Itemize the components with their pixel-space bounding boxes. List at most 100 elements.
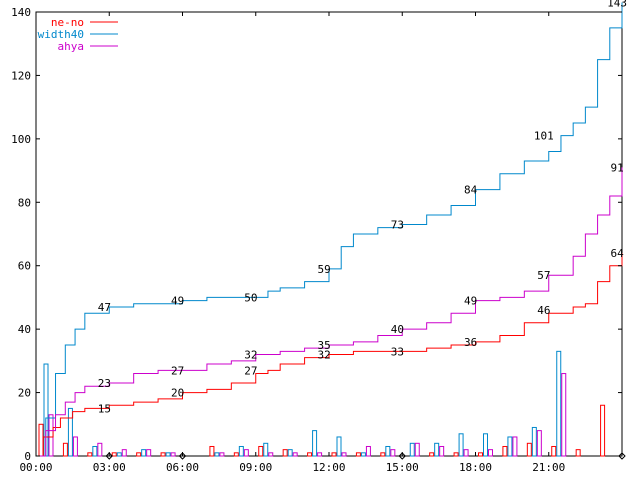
bar-ahya xyxy=(48,414,54,457)
bar-ne-no xyxy=(160,452,166,457)
y-tick-label: 20 xyxy=(18,387,31,400)
bar-width40 xyxy=(214,452,220,457)
zero-marker xyxy=(618,452,626,460)
bar-ne-no xyxy=(62,442,68,457)
bar-ne-no xyxy=(575,449,581,457)
data-label-ahya: 57 xyxy=(537,269,550,282)
x-tick-label: 06:00 xyxy=(166,461,199,474)
data-label-ne-no: 46 xyxy=(537,304,550,317)
bar-ahya xyxy=(463,449,469,457)
bar-ne-no xyxy=(551,445,557,457)
data-label-ahya: 23 xyxy=(98,377,111,390)
axis-layer: 0 20 40 60 80 100 120 140 00:00 03:00 06:00 09:00 12… xyxy=(11,6,626,474)
bar-ahya xyxy=(243,449,249,457)
data-label-ahya: 35 xyxy=(317,339,330,352)
bar-width40 xyxy=(67,407,73,457)
bar-ahya xyxy=(561,373,567,457)
data-label-width40: 73 xyxy=(391,218,404,231)
bar-width40 xyxy=(556,350,562,457)
y-tick-label: 80 xyxy=(18,196,31,209)
bar-ahya xyxy=(146,449,152,457)
data-label-ne-no: 27 xyxy=(244,364,257,377)
data-label-width40: 49 xyxy=(171,295,184,308)
data-label-ne-no: 33 xyxy=(391,345,404,358)
bars-layer xyxy=(38,350,606,457)
legend-label-width40: width40 xyxy=(38,28,84,41)
bar-width40 xyxy=(92,445,98,457)
data-label-width40: 59 xyxy=(317,263,330,276)
series-line-ne-no xyxy=(36,253,623,457)
bar-width40 xyxy=(336,436,342,457)
bar-width40 xyxy=(116,452,122,457)
data-label-ahya: 32 xyxy=(244,349,257,362)
x-tick-label: 03:00 xyxy=(93,461,126,474)
bar-ne-no xyxy=(87,452,93,457)
plot-border xyxy=(35,11,623,457)
data-label-ahya: 27 xyxy=(171,364,184,377)
bar-ne-no xyxy=(502,445,508,457)
bar-width40 xyxy=(507,436,513,457)
data-label-ahya: 49 xyxy=(464,295,477,308)
bar-ne-no xyxy=(380,452,386,457)
legend-label-ahya: ahya xyxy=(58,40,85,53)
y-tick-label: 60 xyxy=(18,260,31,273)
labels-layer: 15 20 27 32 33 36 46 64 47 49 50 59 73 84 101 143 23 27 32… xyxy=(98,0,627,415)
bar-ahya xyxy=(72,436,78,457)
bar-ne-no xyxy=(526,442,532,457)
bar-ahya xyxy=(292,452,298,457)
bar-ahya xyxy=(268,452,274,457)
bar-width40 xyxy=(238,445,244,457)
y-tick-label: 120 xyxy=(11,69,31,82)
data-label-ne-no: 20 xyxy=(171,387,184,400)
bar-ahya xyxy=(365,445,371,457)
zero-marker xyxy=(105,452,113,460)
bar-ne-no xyxy=(233,452,239,457)
bar-ahya xyxy=(390,449,396,457)
bar-ahya xyxy=(488,449,493,457)
x-tick-label: 21:00 xyxy=(532,461,565,474)
data-label-width40: 84 xyxy=(464,184,478,197)
bar-width40 xyxy=(263,442,269,457)
data-label-width40: 143 xyxy=(607,0,627,9)
bar-ahya xyxy=(219,452,225,457)
bar-ne-no xyxy=(282,449,288,457)
bar-ahya xyxy=(341,452,347,457)
series-line-ahya xyxy=(36,167,623,457)
bar-ne-no xyxy=(307,452,313,457)
data-label-ne-no: 64 xyxy=(610,247,624,260)
bar-ne-no xyxy=(209,445,215,457)
bar-ahya xyxy=(439,445,445,457)
data-label-width40: 47 xyxy=(98,301,111,314)
bar-width40 xyxy=(360,452,366,457)
bar-ne-no xyxy=(111,452,117,457)
bar-ne-no xyxy=(429,452,435,457)
data-label-ahya: 40 xyxy=(391,323,404,336)
plot-frame xyxy=(35,11,623,457)
bar-width40 xyxy=(312,430,318,457)
bar-width40 xyxy=(531,426,537,457)
series-line-width40 xyxy=(36,2,623,457)
zero-marker xyxy=(178,452,187,460)
x-tick-label: 09:00 xyxy=(239,461,272,474)
bar-ahya xyxy=(170,452,176,457)
bar-ne-no xyxy=(478,452,483,457)
bar-width40 xyxy=(385,445,391,457)
x-tick-label: 12:00 xyxy=(312,461,345,474)
y-tick-label: 0 xyxy=(24,450,31,463)
data-label-ne-no: 36 xyxy=(464,336,477,349)
data-label-width40: 101 xyxy=(534,130,554,143)
y-tick-label: 40 xyxy=(18,323,31,336)
bar-ne-no xyxy=(258,445,264,457)
data-label-ne-no: 15 xyxy=(98,402,111,415)
x-tick-label: 15:00 xyxy=(386,461,419,474)
bar-ne-no xyxy=(38,423,44,457)
bar-ne-no xyxy=(136,452,142,457)
bar-width40 xyxy=(165,452,171,457)
bar-width40 xyxy=(409,442,415,457)
legend-label-ne-no: ne-no xyxy=(51,16,84,29)
zero-marker xyxy=(398,452,406,460)
bar-ahya xyxy=(512,436,518,457)
bar-width40 xyxy=(287,449,293,457)
